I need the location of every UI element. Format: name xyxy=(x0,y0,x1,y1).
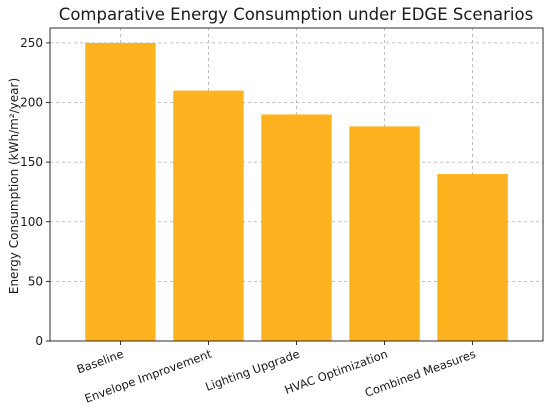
chart-title: Comparative Energy Consumption under EDG… xyxy=(59,5,533,24)
bar-lighting-upgrade xyxy=(261,114,332,341)
y-tick-label: 200 xyxy=(20,96,43,110)
bar-baseline xyxy=(85,42,156,342)
y-tick-label: 250 xyxy=(20,36,43,50)
bar-hvac-optimization xyxy=(349,126,420,341)
y-tick-label: 50 xyxy=(28,274,43,288)
y-tick-label: 150 xyxy=(20,155,43,169)
bar-envelope-improvement xyxy=(173,90,244,341)
x-tick-label: Baseline xyxy=(75,347,126,377)
y-axis-label: Energy Consumption (kWh/m²/year) xyxy=(7,78,21,294)
y-tick-label: 100 xyxy=(20,215,43,229)
bar-layer xyxy=(85,42,508,342)
y-tick-label: 0 xyxy=(35,334,43,348)
bar-combined-measures xyxy=(437,174,508,341)
